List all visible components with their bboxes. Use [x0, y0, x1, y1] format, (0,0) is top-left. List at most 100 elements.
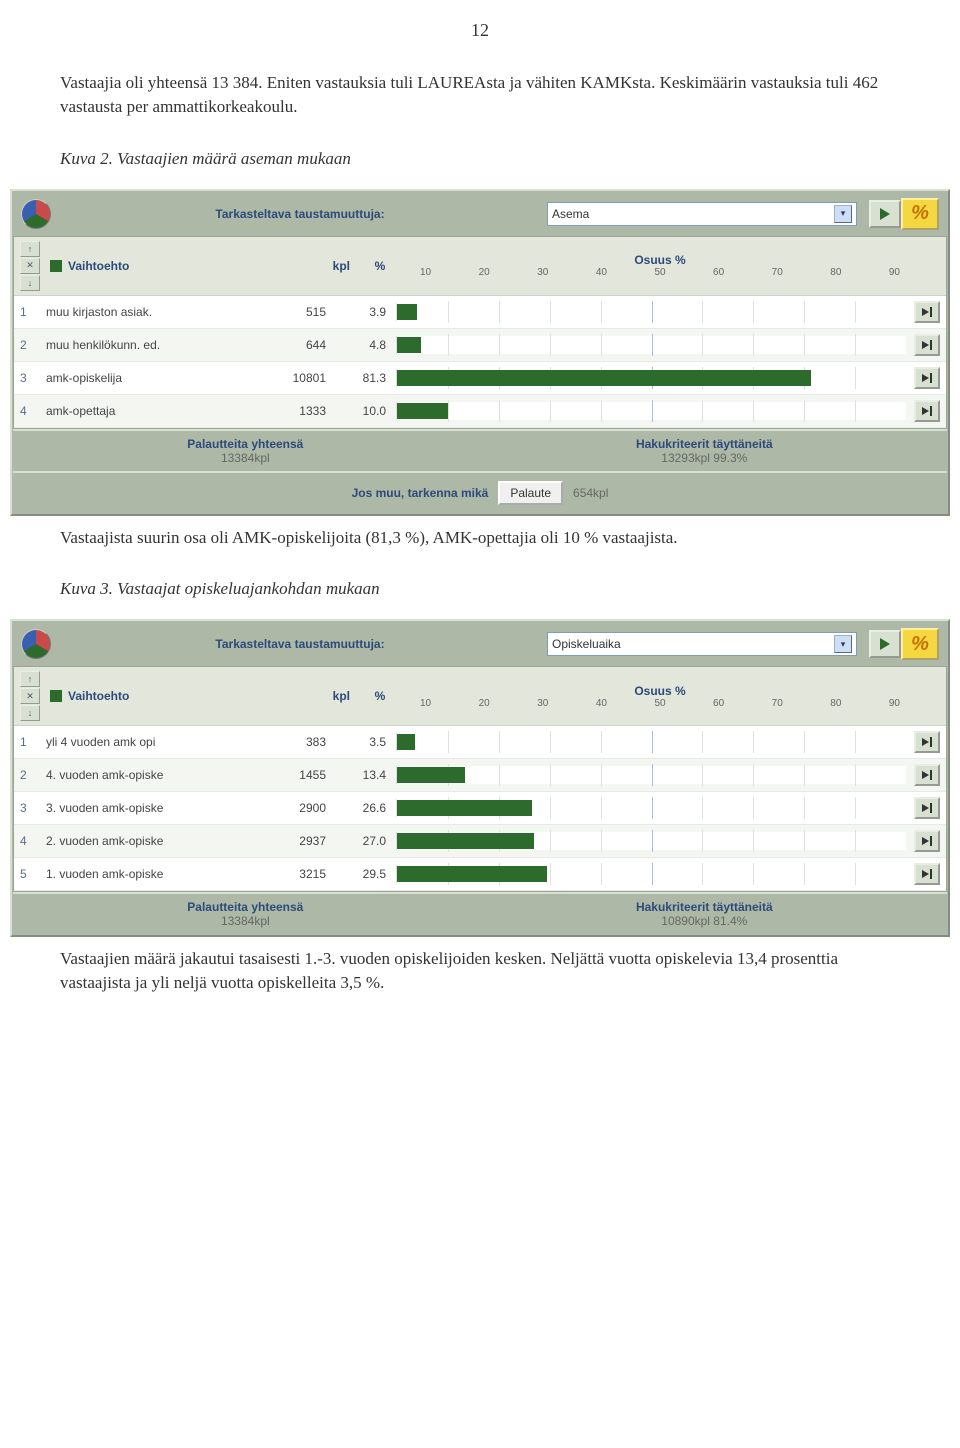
row-bar-fill [397, 304, 417, 320]
row-detail-button[interactable] [914, 863, 940, 885]
chart-panel-opiskeluaika: Tarkasteltava taustamuuttuja: Opiskeluai… [10, 619, 950, 937]
row-bar-track [396, 336, 906, 354]
row-bar-track [396, 369, 906, 387]
row-label: 2. vuoden amk-opiske [46, 834, 256, 848]
row-percent: 3.5 [326, 735, 396, 749]
row-percent: 26.6 [326, 801, 396, 815]
row-index: 4 [20, 834, 46, 848]
row-bar-track [396, 733, 906, 751]
row-label: muu kirjaston asiak. [46, 305, 256, 319]
row-detail-button[interactable] [914, 301, 940, 323]
outro-paragraph: Vastaajien määrä jakautui tasaisesti 1.-… [60, 947, 900, 995]
axis-tick: 50 [654, 698, 665, 709]
row-count: 2900 [256, 801, 326, 815]
percent-mode-button[interactable]: % [901, 628, 939, 660]
axis-tick: 30 [537, 698, 548, 709]
row-bar-fill [397, 370, 811, 386]
row-label: amk-opiskelija [46, 371, 256, 385]
row-detail-button[interactable] [914, 731, 940, 753]
row-detail-button[interactable] [914, 830, 940, 852]
chart2-footer: Palautteita yhteensä 13384kpl Hakukritee… [13, 892, 947, 934]
pie-chart-icon[interactable] [21, 629, 51, 659]
sort-up-button[interactable]: ↑ [20, 671, 40, 687]
row-bar-track [396, 766, 906, 784]
row-index: 5 [20, 867, 46, 881]
chart1-apply-button[interactable] [869, 200, 901, 228]
row-label: muu henkilökunn. ed. [46, 338, 256, 352]
axis-tick: 10 [420, 267, 431, 278]
chart1-header-row: ↑ ✕ ↓ Vaihtoehto kpl % Osuus % 102030405… [14, 237, 946, 296]
row-detail-button[interactable] [914, 367, 940, 389]
table-row: 33. vuoden amk-opiske290026.6 [14, 792, 946, 825]
chart1-footer-total: Palautteita yhteensä 13384kpl [187, 437, 303, 465]
sort-down-button[interactable]: ↓ [20, 705, 40, 721]
axis-tick: 40 [596, 267, 607, 278]
chart1-top-label: Tarkasteltava taustamuuttuja: [63, 207, 537, 221]
pie-chart-icon[interactable] [21, 199, 51, 229]
chart2-apply-button[interactable] [869, 630, 901, 658]
chart2-footer-total: Palautteita yhteensä 13384kpl [187, 900, 303, 928]
chart2-header-row: ↑ ✕ ↓ Vaihtoehto kpl % Osuus % 102030405… [14, 667, 946, 726]
row-detail-button[interactable] [914, 764, 940, 786]
row-label: yli 4 vuoden amk opi [46, 735, 256, 749]
col-header-vaihtoehto: Vaihtoehto [50, 689, 280, 703]
aux-value: 654kpl [573, 486, 608, 500]
chart2-select-value: Opiskeluaika [552, 637, 621, 651]
col-header-kpl: kpl [280, 689, 350, 703]
sort-x-button[interactable]: ✕ [20, 258, 40, 274]
axis-tick: 10 [420, 698, 431, 709]
axis-tick: 90 [889, 267, 900, 278]
axis-tick: 60 [713, 267, 724, 278]
row-index: 1 [20, 735, 46, 749]
sort-down-button[interactable]: ↓ [20, 275, 40, 291]
table-row: 24. vuoden amk-opiske145513.4 [14, 759, 946, 792]
row-count: 515 [256, 305, 326, 319]
table-row: 2muu henkilökunn. ed.6444.8 [14, 329, 946, 362]
chart2-data-rows: 1yli 4 vuoden amk opi3833.5 24. vuoden am… [14, 726, 946, 891]
axis-tick: 90 [889, 698, 900, 709]
legend-square-icon [50, 690, 62, 702]
percent-mode-button[interactable]: % [901, 198, 939, 230]
chart1-select-value: Asema [552, 207, 589, 221]
sort-buttons: ↑ ✕ ↓ [20, 671, 40, 721]
chart2-footer-matched: Hakukriteerit täyttäneitä 10890kpl 81.4% [636, 900, 773, 928]
axis-tick: 20 [479, 267, 490, 278]
chart-panel-asema: Tarkasteltava taustamuuttuja: Asema ▾ % … [10, 189, 950, 516]
chart2-variable-select[interactable]: Opiskeluaika ▾ [547, 632, 857, 656]
row-percent: 29.5 [326, 867, 396, 881]
table-row: 3amk-opiskelija1080181.3 [14, 362, 946, 395]
figure-caption-1: Kuva 2. Vastaajien määrä aseman mukaan [60, 149, 900, 169]
row-count: 10801 [256, 371, 326, 385]
row-bar-track [396, 799, 906, 817]
axis-tick: 30 [537, 267, 548, 278]
axis-tick: 40 [596, 698, 607, 709]
row-bar-fill [397, 734, 415, 750]
axis-tick: 80 [830, 267, 841, 278]
row-index: 2 [20, 338, 46, 352]
table-row: 4amk-opettaja133310.0 [14, 395, 946, 428]
palaute-button[interactable]: Palaute [498, 481, 563, 505]
row-count: 383 [256, 735, 326, 749]
row-detail-button[interactable] [914, 400, 940, 422]
row-percent: 3.9 [326, 305, 396, 319]
figure-caption-2: Kuva 3. Vastaajat opiskeluajankohdan muk… [60, 579, 900, 599]
row-index: 3 [20, 371, 46, 385]
chart1-variable-select[interactable]: Asema ▾ [547, 202, 857, 226]
dropdown-arrow-icon: ▾ [834, 635, 852, 653]
axis-tick: 70 [772, 698, 783, 709]
row-percent: 4.8 [326, 338, 396, 352]
row-index: 4 [20, 404, 46, 418]
col-header-vaihtoehto: Vaihtoehto [50, 259, 280, 273]
col-header-pct: % [350, 689, 410, 703]
sort-up-button[interactable]: ↑ [20, 241, 40, 257]
row-detail-button[interactable] [914, 797, 940, 819]
row-count: 2937 [256, 834, 326, 848]
row-bar-track [396, 303, 906, 321]
row-bar-fill [397, 337, 421, 353]
sort-x-button[interactable]: ✕ [20, 688, 40, 704]
row-percent: 10.0 [326, 404, 396, 418]
row-index: 1 [20, 305, 46, 319]
row-detail-button[interactable] [914, 334, 940, 356]
row-bar-fill [397, 866, 547, 882]
axis-tick: 60 [713, 698, 724, 709]
